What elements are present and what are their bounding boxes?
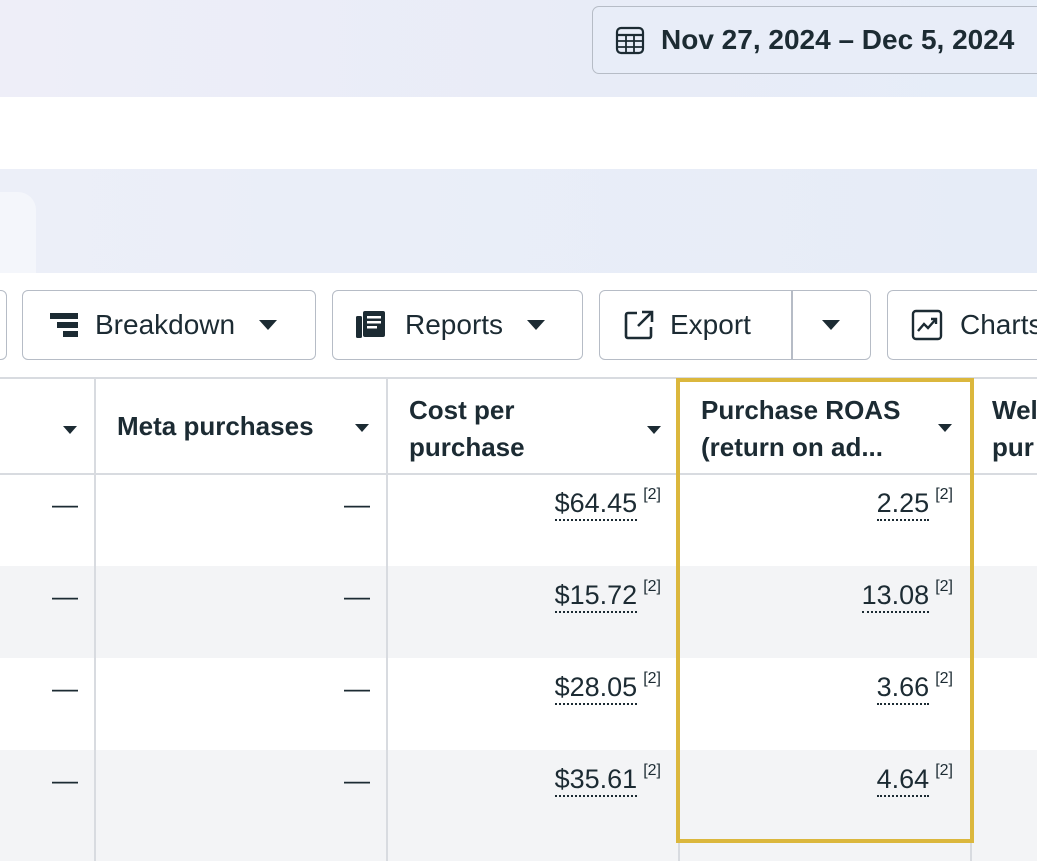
reports-button[interactable]: Reports: [332, 290, 583, 360]
table-header-top-border: [0, 377, 1037, 379]
breakdown-icon: [47, 308, 81, 342]
calendar-icon: [615, 25, 645, 55]
chevron-down-icon: [259, 320, 278, 330]
reports-label: Reports: [405, 309, 504, 340]
table-cell: —: [344, 673, 370, 703]
roas-value[interactable]: 13.08: [861, 580, 930, 613]
footnote-ref: [2]: [935, 486, 953, 503]
roas-value[interactable]: 3.66: [876, 672, 930, 705]
column-header-cutoff[interactable]: Wel pur: [992, 392, 1037, 466]
breakdown-label: Breakdown: [95, 309, 236, 340]
column-sort-icon[interactable]: [355, 424, 369, 432]
column-divider[interactable]: [94, 378, 96, 861]
column-sort-icon[interactable]: [647, 426, 661, 434]
table-header-bottom-border: [0, 473, 1037, 475]
footnote-ref: [2]: [643, 762, 661, 779]
table-cell: —: [344, 765, 370, 795]
table-cell: —: [52, 581, 78, 611]
tab-strip: [0, 169, 1037, 273]
column-header-meta-purchases[interactable]: Meta purchases: [117, 411, 314, 441]
breakdown-button[interactable]: Breakdown: [22, 290, 316, 360]
export-options-button[interactable]: [793, 291, 869, 359]
table-cell: —: [52, 673, 78, 703]
table-cell: —: [52, 489, 78, 519]
table-cell: —: [344, 489, 370, 519]
table-row[interactable]: [0, 566, 1037, 658]
cutoff-toolbar-button[interactable]: [0, 290, 7, 360]
footnote-ref: [2]: [935, 578, 953, 595]
footnote-ref: [2]: [935, 670, 953, 687]
footnote-ref: [2]: [643, 486, 661, 503]
table-cell: —: [52, 765, 78, 795]
charts-label: Charts: [960, 309, 1037, 340]
column-header-cost-per-purchase[interactable]: Cost per purchase: [409, 392, 525, 466]
chevron-down-icon: [822, 320, 840, 330]
header-spacer: [0, 97, 1037, 169]
table-cell: —: [344, 581, 370, 611]
header-line: Wel: [992, 395, 1037, 425]
header-line: Cost per: [409, 395, 515, 425]
column-sort-icon[interactable]: [938, 424, 952, 432]
charts-button[interactable]: Charts: [887, 290, 1037, 360]
column-divider[interactable]: [678, 378, 680, 861]
table-cell-roas[interactable]: 3.66 [2]: [876, 670, 953, 705]
cost-value[interactable]: $15.72: [554, 580, 638, 613]
date-range-picker[interactable]: Nov 27, 2024 – Dec 5, 2024: [592, 6, 1037, 74]
reports-icon: [355, 308, 389, 342]
table-cell-cost[interactable]: $28.05 [2]: [554, 670, 661, 705]
column-divider[interactable]: [970, 378, 972, 861]
active-tab[interactable]: [0, 192, 36, 273]
column-header-purchase-roas[interactable]: Purchase ROAS (return on ad...: [701, 392, 900, 466]
chevron-down-icon: [527, 320, 546, 330]
footnote-ref: [2]: [935, 762, 953, 779]
cost-value[interactable]: $35.61: [554, 764, 638, 797]
header-line: purchase: [409, 432, 525, 462]
roas-value[interactable]: 4.64: [876, 764, 930, 797]
date-range-label: Nov 27, 2024 – Dec 5, 2024: [661, 24, 1015, 55]
column-divider[interactable]: [386, 378, 388, 861]
cost-value[interactable]: $28.05: [554, 672, 638, 705]
export-divider: [791, 291, 793, 359]
footnote-ref: [2]: [643, 578, 661, 595]
header-line: pur: [992, 432, 1034, 462]
cost-value[interactable]: $64.45: [554, 488, 638, 521]
export-label: Export: [670, 309, 751, 340]
roas-value[interactable]: 2.25: [876, 488, 930, 521]
chart-icon: [910, 308, 944, 342]
footnote-ref: [2]: [643, 670, 661, 687]
table-cell-cost[interactable]: $35.61 [2]: [554, 762, 661, 797]
table-cell-roas[interactable]: 4.64 [2]: [876, 762, 953, 797]
table-cell-cost[interactable]: $15.72 [2]: [554, 578, 661, 613]
table-cell-cost[interactable]: $64.45 [2]: [554, 486, 661, 521]
table-cell-roas[interactable]: 2.25 [2]: [876, 486, 953, 521]
table-cell-roas[interactable]: 13.08 [2]: [861, 578, 953, 613]
column-sort-icon[interactable]: [63, 426, 77, 434]
header-line: Purchase ROAS: [701, 395, 901, 425]
external-link-icon: [622, 308, 656, 342]
header-line: (return on ad...: [701, 432, 883, 462]
